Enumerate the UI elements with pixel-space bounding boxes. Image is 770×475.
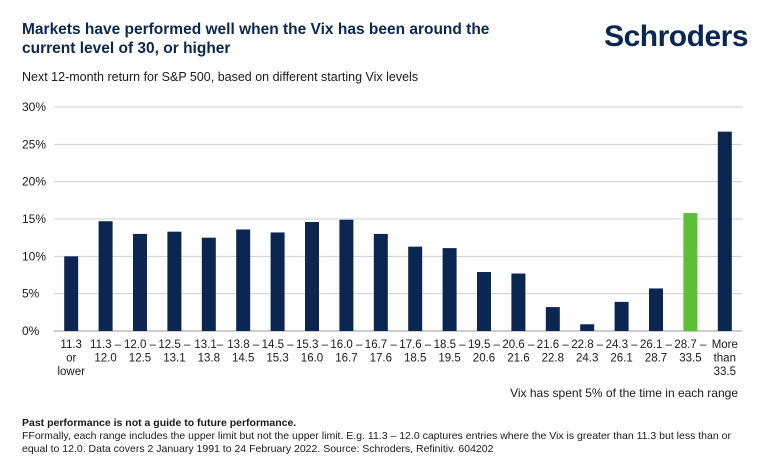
x-tick-label: 16.7 – 17.6 (365, 339, 398, 365)
chart-note: Vix has spent 5% of the time in each ran… (510, 386, 738, 400)
x-tick-label: 21.6 – 22.8 (537, 339, 570, 365)
bar (236, 229, 251, 331)
x-tick-label-line: 28.7 – (674, 339, 707, 351)
x-tick-label-line: 11.3 (60, 339, 82, 351)
x-tick-label-line: 33.5 (714, 366, 736, 378)
x-tick-label: 15.3 – 16.0 (296, 339, 329, 365)
x-tick-label-line: 17.6 – (399, 339, 432, 351)
bar (477, 272, 491, 331)
y-tick-label: 30% (22, 100, 46, 114)
x-tick-label: 11.3 – 12.0 (90, 339, 122, 365)
bar (270, 232, 285, 331)
x-tick-label-line: 14.5 (232, 353, 254, 365)
x-tick-label: 24.3 – 26.1 (606, 339, 639, 365)
x-tick-label: 16.0 – 16.7 (330, 339, 363, 365)
bar (717, 131, 732, 331)
x-tick-label-line: 13.8 (198, 353, 220, 365)
bar (133, 233, 147, 331)
x-tick-label: 11.3 or lower (57, 339, 85, 378)
x-tick-label-line: 26.1 – (640, 339, 673, 351)
x-tick-label: 17.6 – 18.5 (399, 339, 432, 365)
bar (201, 237, 216, 331)
x-tick-label-line: 18.5 – (434, 339, 467, 351)
x-tick-label: 19.5 – 20.6 (468, 339, 501, 365)
x-tick-label: More than 33.5 (712, 339, 738, 378)
y-tick-label: 0% (22, 324, 40, 338)
x-tick-label-line: 12.5 – (158, 339, 191, 351)
x-tick-label-line: 26.1 (610, 353, 632, 365)
x-tick-label-line: 19.5 – (468, 339, 501, 351)
x-tick-label-line: 15.3 (266, 353, 288, 365)
x-tick-label: 13.8 – 14.5 (227, 339, 260, 365)
bar (614, 301, 629, 331)
x-tick-label-line: 21.6 – (537, 339, 570, 351)
x-tick-label-line: 13.8 – (227, 339, 260, 351)
x-tick-label-line: 20.6 – (502, 339, 535, 351)
bar (545, 307, 560, 331)
x-tick-label-line: 21.6 (507, 353, 529, 365)
x-tick-label-line: 22.8 (542, 353, 564, 365)
bar (339, 219, 354, 331)
x-tick-label-line: More (712, 339, 738, 351)
x-tick-label: 14.5 – 15.3 (262, 339, 295, 365)
x-tick-label-line: 16.0 (301, 353, 323, 365)
x-tick-label-line: 24.3 (576, 353, 598, 365)
x-tick-label-line: 16.7 – (365, 339, 398, 351)
x-tick-label-line: 20.6 (473, 353, 495, 365)
footer: Past performance is not a guide to futur… (22, 417, 752, 456)
x-tick-label-line: than (714, 353, 736, 365)
bar (683, 213, 698, 331)
bar (98, 221, 113, 331)
x-tick-label-line: or (66, 353, 76, 365)
x-tick-label-line: 28.7 (645, 353, 667, 365)
bar (373, 233, 388, 331)
bar (167, 231, 182, 331)
x-tick-label-line: 17.6 (370, 353, 392, 365)
bar (580, 324, 595, 331)
x-tick-label-line: 13.1– (194, 339, 223, 351)
x-tick-label: 12.5 – 13.1 (158, 339, 191, 365)
x-tick-label-line: 22.8 – (571, 339, 604, 351)
bar (649, 288, 663, 331)
footnote: FFormally, each range includes the upper… (22, 430, 731, 455)
x-tick-label-line: 24.3 – (606, 339, 639, 351)
x-tick-label: 13.1– 13.8 (194, 339, 223, 365)
disclaimer: Past performance is not a guide to futur… (22, 417, 297, 429)
x-tick-label-line: 16.7 (335, 353, 357, 365)
x-tick-label: 20.6 – 21.6 (502, 339, 535, 365)
x-tick-label: 18.5 – 19.5 (434, 339, 467, 365)
x-tick-label-line: 16.0 – (330, 339, 363, 351)
x-tick-label: 12.0 – 12.5 (124, 339, 157, 365)
y-tick-label: 20% (22, 175, 46, 189)
y-tick-label: 10% (22, 249, 46, 263)
bar (408, 246, 423, 331)
x-tick-label: 22.8 – 24.3 (571, 339, 604, 365)
x-tick-label-line: 14.5 – (262, 339, 295, 351)
x-tick-label-line: 12.0 – (124, 339, 157, 351)
x-tick-label-line: 19.5 (438, 353, 460, 365)
x-tick-label: 26.1 – 28.7 (640, 339, 673, 365)
y-tick-label: 5% (22, 287, 40, 301)
y-tick-label: 15% (22, 212, 46, 226)
x-tick-label-line: 12.5 (129, 353, 151, 365)
bar (305, 221, 319, 331)
chart-title: Markets have performed well when the Vix… (22, 21, 490, 57)
x-tick-label-line: 33.5 (679, 353, 701, 365)
bar (442, 248, 457, 331)
y-tick-label: 25% (22, 137, 46, 151)
schroders-logo: Schroders (604, 20, 748, 53)
x-tick-label-line: 13.1 (163, 353, 185, 365)
x-tick-label-line: 12.0 (94, 353, 116, 365)
bar (64, 256, 79, 331)
chart-subtitle: Next 12-month return for S&P 500, based … (22, 70, 419, 84)
x-tick-label-line: 11.3 – (90, 339, 122, 351)
x-tick-label-line: lower (57, 366, 85, 378)
x-tick-label-line: 18.5 (404, 353, 426, 365)
bar (511, 273, 526, 331)
x-tick-label-line: 15.3 – (296, 339, 329, 351)
x-tick-label: 28.7 – 33.5 (674, 339, 707, 365)
